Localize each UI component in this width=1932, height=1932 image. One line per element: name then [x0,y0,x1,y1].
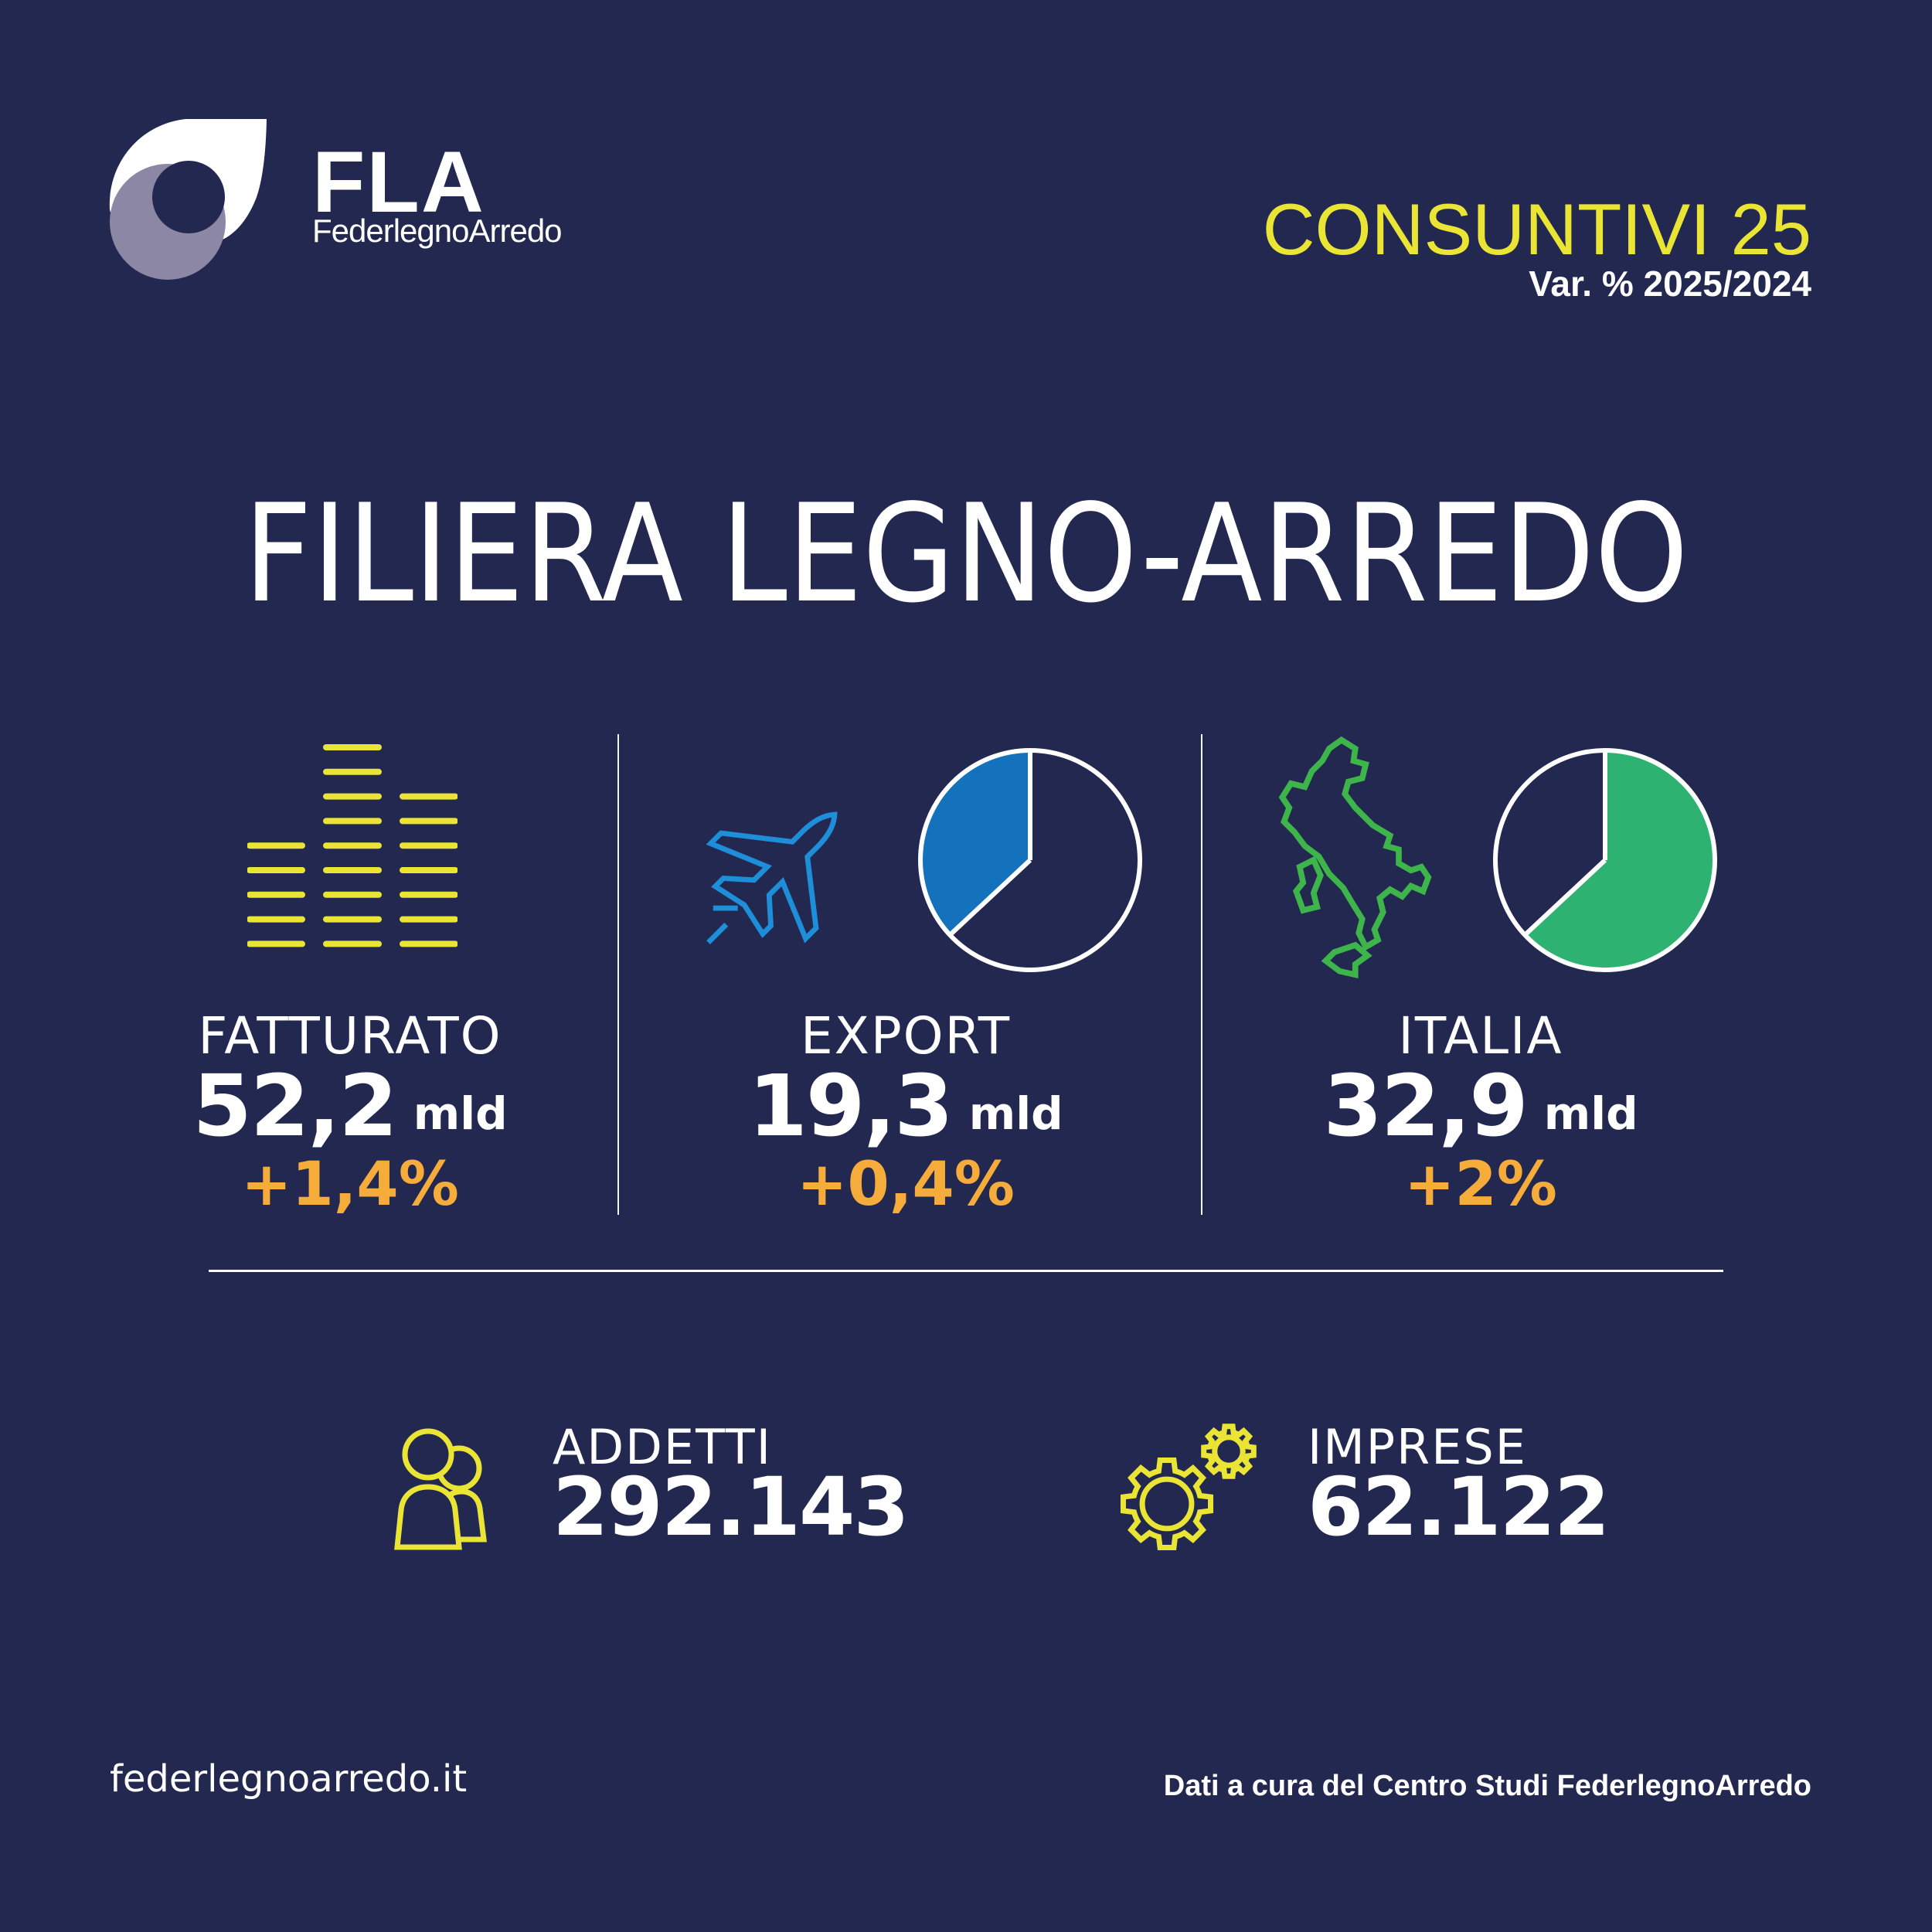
section-divider [209,1270,1723,1272]
italia-pie-chart-icon [1493,748,1717,972]
stat-label-fatturato: FATTURATO [198,1006,502,1066]
people-icon [394,1428,487,1550]
pie-radius-line [1525,858,1607,935]
gears-icon [1119,1410,1261,1561]
footer-credit: Dati a cura del Centro Studi FederlegnoA… [1163,1770,1811,1802]
secondary-value-addetti: 292.143 [553,1460,910,1554]
pie-radius-line [950,858,1032,935]
secondary-value-imprese: 62.122 [1308,1460,1610,1554]
pie-radius-line [1603,753,1607,860]
stat-label-italia: ITALIA [1398,1006,1563,1066]
export-pie-chart-icon [918,748,1142,972]
stat-value-italia: 32,9 mld [1249,1063,1713,1148]
page-title: FILIERA LEGNO-ARREDO [243,476,1689,633]
italy-map-icon [1278,736,1432,979]
column-divider [1201,734,1202,1215]
stat-label-export: EXPORT [800,1006,1012,1066]
stat-unit: mld [1543,1087,1638,1140]
stat-number: 32,9 [1323,1056,1528,1155]
stat-unit: mld [968,1087,1063,1140]
sicily-outline [1321,941,1372,979]
logo-name: FederlegnoArredo [312,213,563,249]
equalizer-bars-icon [247,744,457,947]
secondary-label-imprese: IMPRESE [1308,1419,1527,1475]
fla-leaf-logo-icon [109,119,267,280]
pie-radius-line [1028,753,1032,860]
edition-title: CONSUNTIVI 25 [1262,189,1811,270]
secondary-label-addetti: ADDETTI [553,1419,773,1475]
stat-delta-fatturato: +1,4% [241,1150,459,1219]
stat-unit: mld [413,1087,508,1140]
logo-abbr: FLA [312,134,485,230]
footer-website: federlegnoarredo.it [110,1757,468,1801]
stat-delta-export: +0,4% [797,1150,1015,1219]
stat-number: 19,3 [748,1056,953,1155]
sardinia-outline [1292,855,1324,914]
edition-subtitle: Var. % 2025/2024 [1529,264,1811,304]
stat-delta-italia: +2% [1404,1150,1557,1219]
stat-value-export: 19,3 mld [674,1063,1138,1148]
motion-line [706,922,729,945]
stat-value-fatturato: 52,2 mld [118,1063,582,1148]
stat-number: 52,2 [192,1056,397,1155]
column-divider [617,734,619,1215]
airplane-icon [706,811,838,945]
